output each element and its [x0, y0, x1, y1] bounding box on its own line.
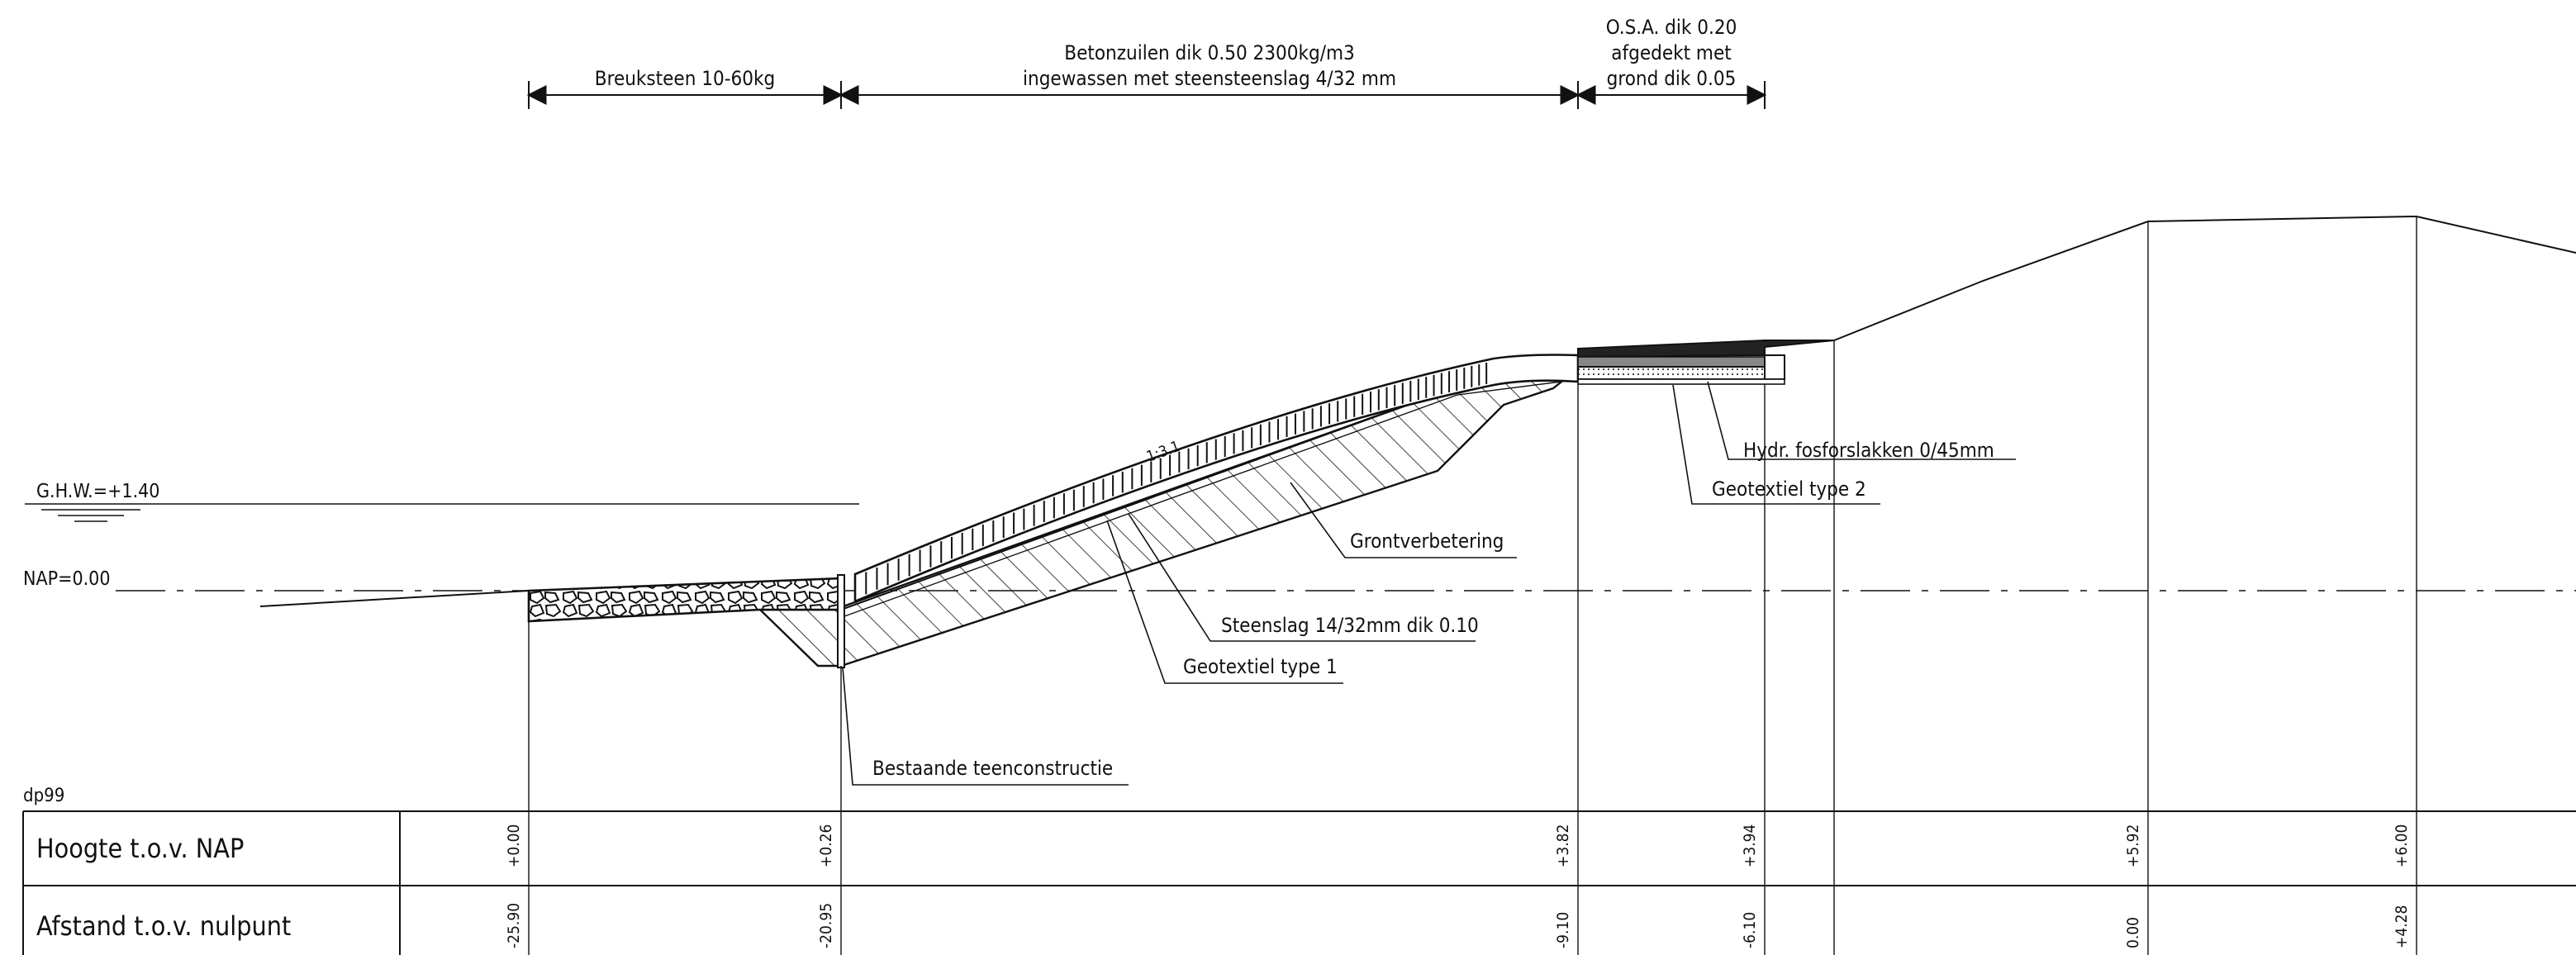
label-ghw: G.H.W.=+1.40	[36, 481, 159, 502]
ghw-level	[25, 503, 859, 522]
callout-steenslag: Steenslag 14/32mm dik 0.10	[1221, 614, 1479, 637]
label-osa-3: grond dik 0.05	[1607, 67, 1737, 90]
station-lines	[528, 216, 2417, 955]
distance-value-5: +4.28	[2393, 905, 2411, 948]
column-ticks	[865, 362, 1488, 595]
dimension-lines	[526, 81, 1767, 109]
label-osa-1: O.S.A. dik 0.20	[1606, 16, 1737, 39]
distance-value-3: -6.10	[1741, 912, 1759, 948]
slag-layer	[1577, 366, 1785, 380]
table-row1-label: Hoogte t.o.v. NAP	[36, 833, 244, 864]
osa-layer	[1577, 356, 1766, 368]
data-table	[22, 810, 2576, 955]
height-value-3: +3.94	[1741, 824, 1759, 867]
table-row2-label: Afstand t.o.v. nulpunt	[36, 910, 291, 942]
label-breuksteen: Breuksteen 10-60kg	[595, 67, 775, 90]
distance-value-4: 0.00	[2124, 917, 2142, 948]
height-value-5: +6.00	[2393, 824, 2411, 867]
toe-trench	[758, 608, 843, 668]
distance-value-1: -20.95	[817, 903, 835, 948]
callout-teenconstructie: Bestaande teenconstructie	[872, 757, 1113, 780]
height-value-4: +5.92	[2124, 824, 2142, 867]
table-distance-values: -25.90 -20.95 -9.10 -6.10 0.00 +4.28	[505, 903, 2411, 948]
table-height-values: +0.00 +0.26 +3.82 +3.94 +5.92 +6.00	[505, 824, 2411, 867]
distance-value-2: -9.10	[1554, 912, 1572, 948]
callout-geotextiel-1: Geotextiel type 1	[1183, 655, 1338, 678]
callout-hydr: Hydr. fosforslakken 0/45mm	[1743, 439, 1994, 462]
height-value-0: +0.00	[505, 824, 523, 867]
label-nap: NAP=0.00	[23, 568, 111, 590]
label-betonzuilen-1: Betonzuilen dik 0.50 2300kg/m3	[1064, 41, 1355, 64]
height-value-2: +3.82	[1554, 824, 1572, 867]
label-osa-2: afgedekt met	[1611, 41, 1731, 64]
profile-id: dp99	[23, 786, 64, 806]
existing-toe-wall	[837, 574, 845, 668]
distance-value-0: -25.90	[505, 903, 523, 948]
callout-leaders	[842, 381, 2016, 786]
height-value-1: +0.26	[817, 824, 835, 867]
label-betonzuilen-2: ingewassen met steensteenslag 4/32 mm	[1023, 67, 1396, 90]
callout-grontverbetering: Grontverbetering	[1350, 530, 1504, 553]
callout-geotextiel-2: Geotextiel type 2	[1712, 477, 1866, 501]
osa-dark-layer	[1577, 340, 1835, 359]
